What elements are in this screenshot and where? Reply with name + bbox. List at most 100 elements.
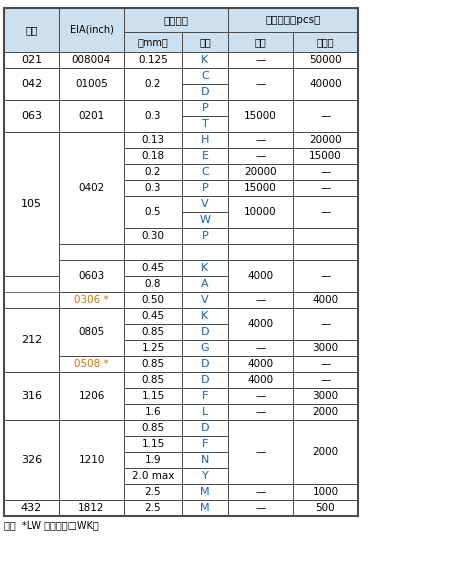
Bar	[182, 116, 228, 132]
Bar	[182, 212, 228, 228]
Text: 0.5: 0.5	[144, 207, 161, 217]
Bar	[124, 84, 182, 100]
Bar	[59, 452, 124, 468]
Bar	[293, 436, 357, 452]
Bar	[59, 404, 124, 420]
Text: 20000: 20000	[308, 135, 341, 145]
Bar	[182, 500, 228, 516]
Bar	[228, 68, 293, 100]
Text: 2000: 2000	[312, 447, 338, 457]
Bar	[182, 388, 228, 404]
Bar	[228, 292, 293, 308]
Text: —: —	[255, 447, 265, 457]
Bar	[182, 468, 228, 484]
Bar	[124, 52, 182, 68]
Bar	[59, 196, 124, 212]
Bar	[124, 244, 182, 260]
Text: —: —	[319, 183, 330, 193]
Text: 0.85: 0.85	[141, 327, 164, 337]
Bar	[59, 68, 124, 84]
Bar	[182, 228, 228, 244]
Bar	[124, 180, 182, 196]
Bar	[293, 260, 357, 292]
Text: Y: Y	[201, 471, 208, 481]
Text: —: —	[319, 111, 330, 121]
Bar	[182, 196, 228, 212]
Bar	[59, 8, 124, 52]
Text: 产品厚度: 产品厚度	[163, 15, 188, 25]
Bar	[228, 244, 293, 260]
Text: 4000: 4000	[247, 375, 273, 385]
Bar	[182, 164, 228, 180]
Bar	[4, 340, 59, 356]
Bar	[59, 260, 124, 292]
Bar	[4, 8, 357, 516]
Bar	[228, 260, 293, 276]
Bar	[59, 436, 124, 452]
Bar	[4, 372, 59, 420]
Bar	[182, 132, 228, 148]
Text: 10000: 10000	[243, 207, 276, 217]
Bar	[293, 356, 357, 372]
Bar	[182, 484, 228, 500]
Text: —: —	[255, 151, 265, 161]
Text: 50000: 50000	[308, 55, 341, 65]
Text: 1000: 1000	[312, 487, 338, 497]
Text: （mm）: （mm）	[137, 37, 168, 47]
Bar	[182, 212, 228, 228]
Bar	[59, 116, 124, 132]
Bar	[124, 356, 182, 372]
Text: 15000: 15000	[243, 183, 276, 193]
Bar	[124, 388, 182, 404]
Bar	[228, 276, 293, 292]
Bar	[4, 372, 59, 388]
Bar	[228, 420, 293, 436]
Text: 042: 042	[21, 79, 42, 89]
Text: 0.2: 0.2	[144, 79, 161, 89]
Bar	[4, 148, 59, 164]
Bar	[182, 84, 228, 100]
Bar	[182, 484, 228, 500]
Text: P: P	[201, 103, 208, 113]
Bar	[59, 356, 124, 372]
Bar	[228, 196, 293, 212]
Bar	[59, 372, 124, 388]
Text: 1.15: 1.15	[141, 439, 164, 449]
Bar	[293, 180, 357, 196]
Text: 500: 500	[315, 503, 334, 513]
Bar	[59, 100, 124, 132]
Text: 1.6: 1.6	[144, 407, 161, 417]
Bar	[228, 32, 293, 52]
Bar	[182, 372, 228, 388]
Bar	[182, 308, 228, 324]
Bar	[228, 260, 293, 292]
Bar	[182, 132, 228, 148]
Text: 1210: 1210	[78, 455, 105, 465]
Bar	[293, 52, 357, 68]
Bar	[228, 500, 293, 516]
Bar	[4, 500, 59, 516]
Bar	[293, 244, 357, 260]
Bar	[228, 500, 293, 516]
Bar	[4, 500, 59, 516]
Bar	[59, 228, 124, 244]
Text: 0201: 0201	[78, 111, 104, 121]
Bar	[4, 52, 59, 68]
Text: 纸带: 纸带	[254, 37, 266, 47]
Text: 0.30: 0.30	[141, 231, 164, 241]
Bar	[293, 52, 357, 68]
Text: D: D	[200, 375, 209, 385]
Bar	[124, 260, 182, 276]
Text: V: V	[201, 295, 208, 305]
Bar	[228, 388, 293, 404]
Text: —: —	[319, 207, 330, 217]
Bar	[4, 308, 59, 324]
Bar	[228, 180, 293, 196]
Text: 2.5: 2.5	[144, 487, 161, 497]
Bar	[59, 340, 124, 356]
Bar	[182, 260, 228, 276]
Bar	[293, 372, 357, 388]
Bar	[293, 164, 357, 180]
Bar	[59, 388, 124, 404]
Bar	[228, 8, 357, 32]
